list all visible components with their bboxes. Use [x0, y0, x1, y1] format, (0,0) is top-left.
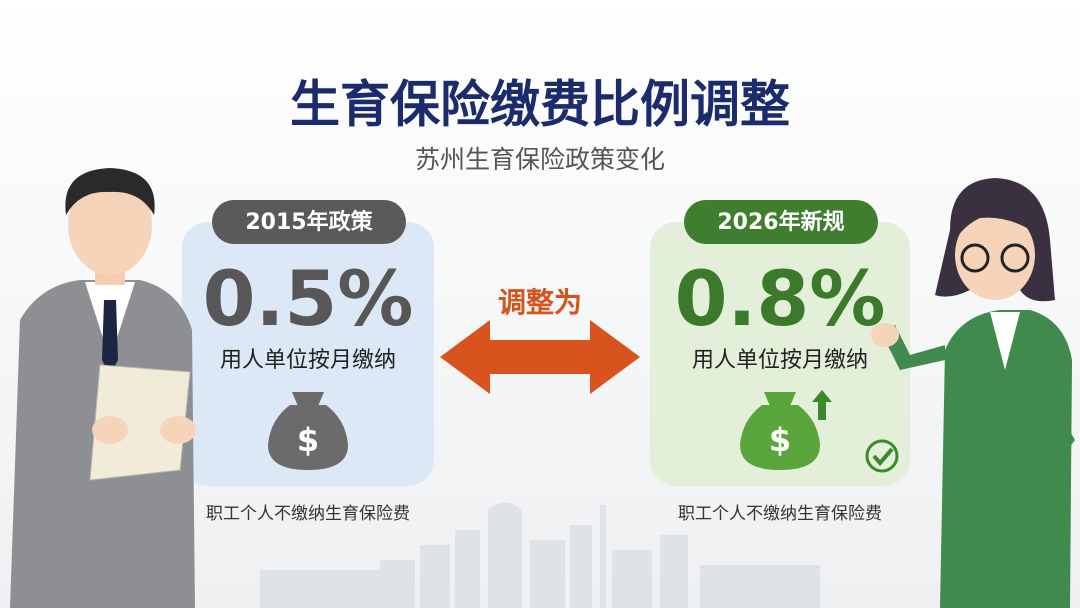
- card-left: [182, 222, 434, 486]
- skyline: [260, 502, 820, 608]
- double-arrow: [440, 320, 640, 394]
- subtitle: 苏州生育保险政策变化: [415, 145, 665, 174]
- up-arrow: [812, 390, 832, 420]
- check-circle: [865, 439, 899, 473]
- money-bag-left: [268, 405, 348, 470]
- description-left: 用人单位按月缴纳: [220, 348, 396, 373]
- badge-right-text: 2026年新规: [717, 209, 844, 235]
- description-right: 用人单位按月缴纳: [692, 348, 868, 373]
- footnote-left: 职工个人不缴纳生育保险费: [206, 504, 410, 524]
- woman-illustration: [871, 178, 1075, 608]
- money-bag-neck-right: [764, 392, 796, 406]
- footnote-right: 职工个人不缴纳生育保险费: [678, 504, 882, 524]
- card-right: [650, 222, 910, 486]
- money-symbol-right: $: [769, 421, 791, 459]
- badge-left-text: 2015年政策: [245, 209, 373, 235]
- money-bag-right: [740, 405, 820, 470]
- man-illustration: [10, 168, 196, 608]
- rate-left: 0.5%: [203, 254, 414, 343]
- title: 生育保险缴费比例调整: [290, 76, 790, 134]
- money-bag-neck-left: [292, 392, 324, 406]
- money-symbol-left: $: [297, 421, 319, 459]
- arrow-label: 调整为: [498, 286, 582, 319]
- badge-right: [684, 200, 878, 244]
- badge-left: [212, 200, 406, 244]
- rate-right: 0.8%: [675, 254, 886, 343]
- check-mark: [872, 447, 894, 467]
